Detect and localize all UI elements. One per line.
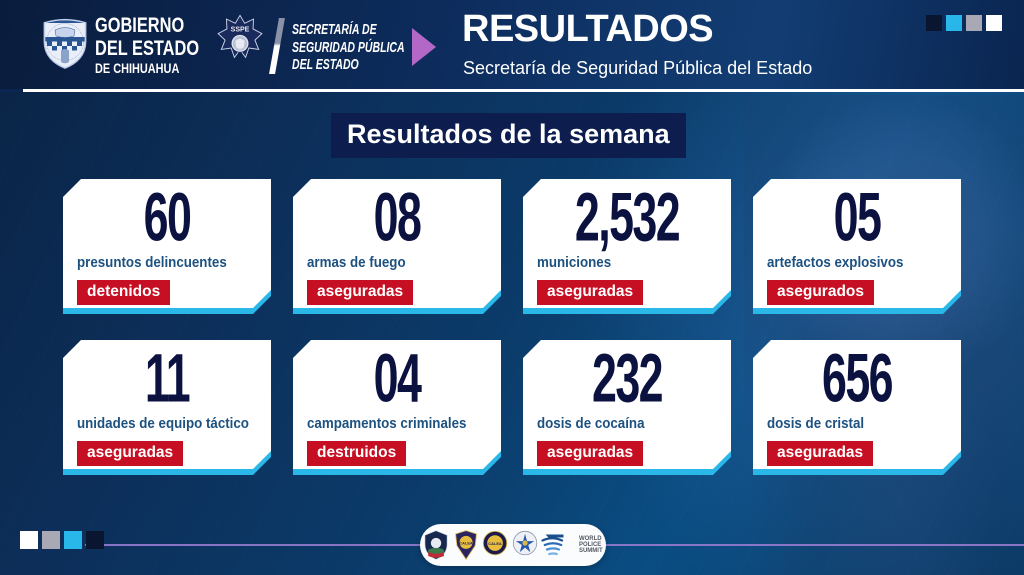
- svg-text:CALEA: CALEA: [489, 541, 503, 546]
- svg-text:CALEA: CALEA: [459, 540, 473, 545]
- svg-text:SSPE: SSPE: [231, 27, 250, 34]
